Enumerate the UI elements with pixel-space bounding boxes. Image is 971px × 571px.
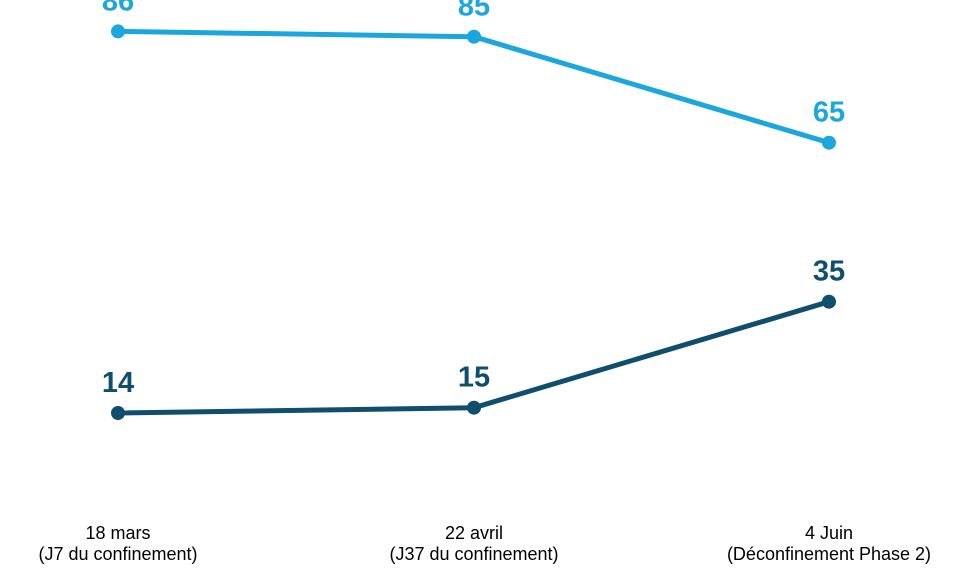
category-label-2-line-0: 4 Juin <box>805 523 853 543</box>
series-0-point-1 <box>467 29 481 44</box>
category-label-1-line-0: 22 avril <box>445 523 503 543</box>
series-1-value-label-0: 14 <box>102 367 134 399</box>
category-label-1-line-1: (J37 du confinement) <box>389 544 558 564</box>
series-0-point-0 <box>111 24 125 39</box>
series-0-point-2 <box>822 135 836 150</box>
value-labels: 86 85 65 14 15 35 <box>102 0 845 399</box>
series-1-point-2 <box>822 294 836 309</box>
series-1-point-0 <box>111 406 125 420</box>
series-1-value-label-1: 15 <box>458 362 490 394</box>
category-axis: 18 mars(J7 du confinement) 22 avril(J37 d… <box>38 523 931 564</box>
series-1-line <box>115 299 832 416</box>
category-label-2-line-1: (Déconfinement Phase 2) <box>727 544 931 564</box>
category-label-0-line-1: (J7 du confinement) <box>38 544 197 564</box>
category-label-0-line-0: 18 mars <box>85 523 150 543</box>
series-0-value-label-1: 85 <box>458 0 490 23</box>
series-1-value-label-2: 35 <box>813 256 845 288</box>
series-1-point-1 <box>467 400 481 415</box>
series-layer <box>111 24 836 420</box>
series-0-value-label-0: 86 <box>102 0 134 17</box>
series-0-line <box>115 28 832 146</box>
series-0-value-label-2: 65 <box>813 97 845 129</box>
